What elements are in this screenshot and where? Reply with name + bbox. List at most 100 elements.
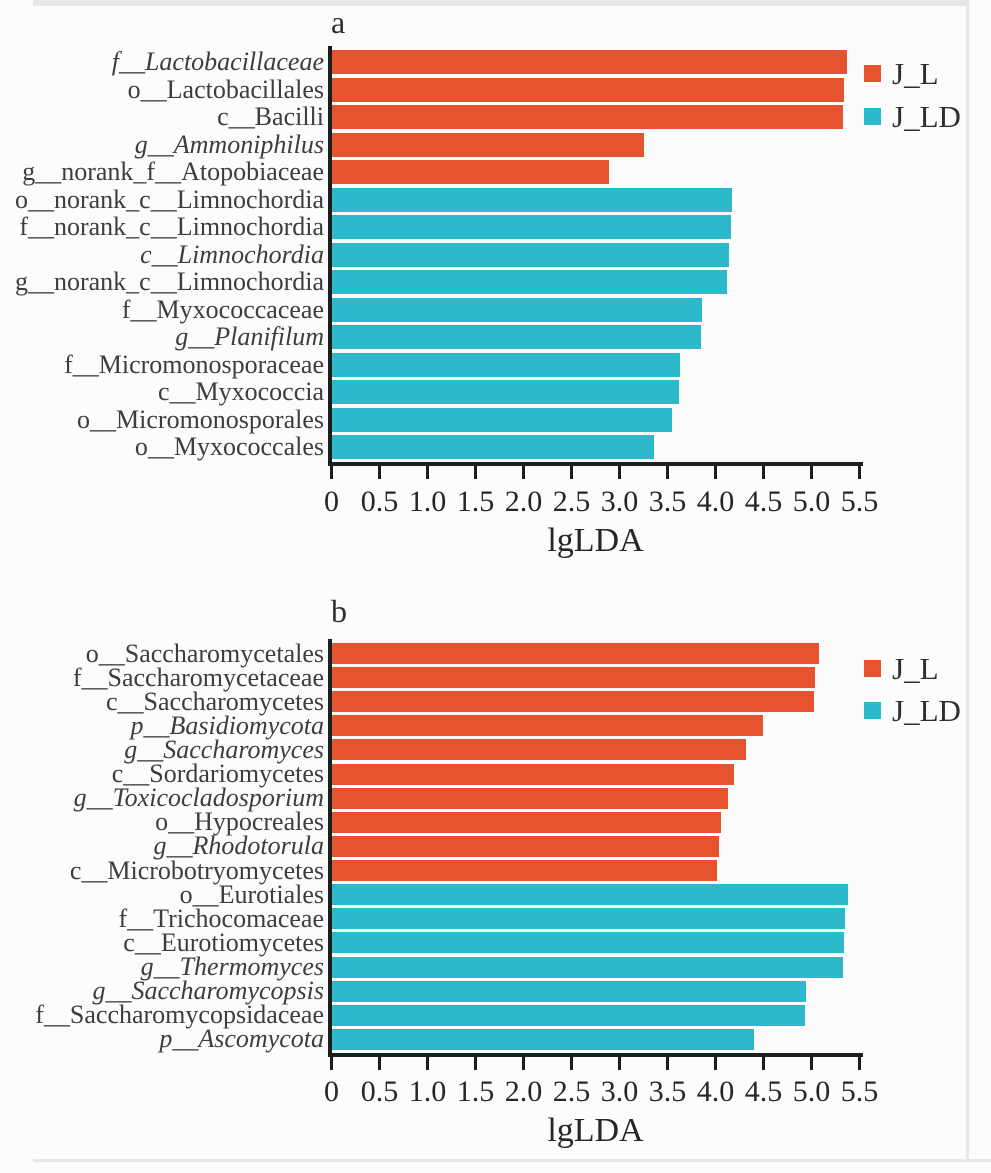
x-tick-mark [522, 1057, 525, 1070]
bar-g__Ammoniphilus [332, 132, 644, 157]
x-tick-mark [858, 466, 861, 479]
x-tick-mark [714, 1057, 717, 1070]
legend-item-J_LD: J_LD [864, 692, 961, 728]
x-axis-line [328, 462, 863, 466]
x-tick-label: 2.5 [552, 1075, 591, 1108]
bar-f__Myxococcaceae [332, 297, 702, 322]
taxon-label: g__Toxicocladosporium [73, 783, 324, 813]
scan-edge-top [33, 0, 968, 6]
bar-g__Saccharomycopsis [332, 980, 806, 1002]
panel-b: b o__Saccharomycetales f__Saccharomycetac… [0, 585, 991, 1173]
taxon-label: g__Ammoniphilus [134, 129, 324, 159]
bar-c__Saccharomycetes [332, 691, 814, 713]
bar-p__Ascomycota [332, 1028, 754, 1050]
bar-f__norank_c__Limnochordia [332, 215, 731, 239]
bar-f__Trichocomaceae [332, 908, 845, 930]
x-tick-label: 5.0 [792, 1075, 831, 1108]
taxon-label: g__norank_c__Limnochordia [14, 267, 324, 296]
x-tick-label: 5.0 [792, 485, 831, 518]
x-tick-mark [570, 466, 573, 479]
x-axis-line [328, 1053, 863, 1057]
bar-g__norank_f__Atopobiaceae [332, 160, 609, 184]
taxon-label: g__Thermomyces [140, 952, 324, 982]
taxon-label: c__Bacilli [217, 102, 324, 131]
x-tick-label: 4.5 [744, 1075, 783, 1108]
x-tick-mark [666, 466, 669, 479]
taxon-label: c__Myxococcia [157, 377, 324, 406]
x-tick-mark [810, 1057, 813, 1070]
bar-o__Hypocreales [332, 811, 721, 833]
x-tick-mark [762, 466, 765, 479]
x-axis-title: lgLDA [547, 522, 644, 559]
bar-c__Eurotiomycetes [332, 932, 844, 954]
taxon-label: f__Myxococcaceae [121, 294, 324, 324]
x-tick-label: 2.5 [552, 485, 591, 518]
x-tick-label: 1.5 [456, 485, 495, 518]
bar-g__norank_c__Limnochordia [332, 270, 727, 294]
x-tick-label: 0.5 [360, 485, 399, 518]
taxon-label: f__Saccharomycopsidaceae [35, 1000, 324, 1030]
taxon-label: g__Saccharomycopsis [92, 976, 324, 1006]
bar-o__Saccharomycetales [332, 643, 819, 664]
x-tick-label: 3.0 [600, 1075, 639, 1108]
legend-label: J_LD [892, 692, 961, 728]
x-tick-mark [474, 1057, 477, 1070]
scan-edge-bottom [33, 1159, 991, 1162]
x-tick-mark [522, 466, 525, 479]
taxon-label: o__Eurotiales [179, 879, 324, 909]
taxon-label: g__Saccharomyces [124, 734, 324, 764]
x-tick-mark [618, 1057, 621, 1070]
taxon-label: g__norank_f__Atopobiaceae [22, 157, 324, 186]
x-tick-label: 2.0 [504, 1075, 543, 1108]
bar-g__Rhodotorula [332, 835, 719, 857]
taxon-label: o__Saccharomycetales [85, 638, 324, 668]
legend-label: J_LD [892, 98, 961, 134]
x-tick-label: 4.0 [696, 485, 735, 518]
x-tick-mark [570, 1057, 573, 1070]
panel-a: a f__Lactobacillaceae o__Lactobacillales c… [0, 0, 991, 585]
x-tick-mark [810, 466, 813, 479]
taxon-label: o__Myxococcales [134, 432, 324, 461]
taxon-label: o__Micromonosporales [77, 404, 324, 434]
taxon-label: f__norank_c__Limnochordia [19, 212, 324, 241]
x-tick-mark [762, 1057, 765, 1070]
y-axis-line [328, 639, 332, 1057]
taxon-label: f__Lactobacillaceae [111, 47, 324, 76]
taxon-label: g__Rhodotorula [153, 831, 324, 861]
taxon-label: c__Limnochordia [140, 239, 324, 269]
taxon-label: c__Saccharomycetes [105, 686, 324, 716]
x-tick-mark [426, 466, 429, 479]
legend-swatch-icon [864, 107, 881, 125]
x-tick-mark [618, 466, 621, 479]
bar-o__Micromonosporales [332, 407, 672, 432]
bar-c__Sordariomycetes [332, 763, 734, 785]
x-tick-mark [666, 1057, 669, 1070]
x-tick-label: 3.0 [600, 485, 639, 518]
legend-swatch-icon [864, 64, 881, 82]
x-tick-mark [474, 466, 477, 479]
legend-label: J_L [892, 55, 939, 91]
x-tick-mark [714, 466, 717, 479]
bar-c__Myxococcia [332, 380, 679, 404]
bar-c__Bacilli [332, 105, 843, 129]
taxon-label: o__norank_c__Limnochordia [14, 184, 324, 214]
x-tick-label: 0.5 [360, 1075, 399, 1108]
bar-f__Micromonosporaceae [332, 352, 680, 377]
x-tick-label: 4.5 [744, 485, 783, 518]
legend-item-J_LD: J_LD [864, 98, 961, 134]
bar-o__norank_c__Limnochordia [332, 187, 732, 212]
panel-b-title: b [331, 593, 347, 629]
legend-item-J_L: J_L [864, 55, 939, 91]
taxon-label: o__Hypocreales [155, 807, 324, 837]
taxon-label: c__Microbotryomycetes [69, 855, 324, 885]
legend-swatch-icon [864, 659, 881, 677]
bar-f__Lactobacillaceae [332, 50, 847, 74]
x-tick-label: 2.0 [504, 485, 543, 518]
bar-o__Eurotiales [332, 884, 848, 906]
bar-c__Microbotryomycetes [332, 860, 717, 882]
bar-p__Basidiomycota [332, 715, 763, 737]
x-tick-mark [330, 1057, 333, 1070]
taxon-label: c__Eurotiomycetes [123, 927, 324, 957]
bar-o__Myxococcales [332, 435, 654, 459]
